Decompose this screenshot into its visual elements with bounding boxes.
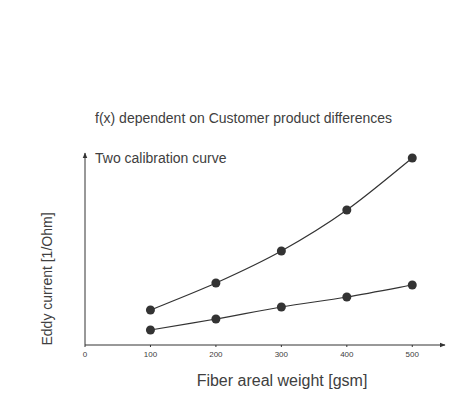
- x-tick-label: 500: [406, 350, 420, 359]
- x-tick: [346, 345, 347, 347]
- x-tick: [85, 345, 86, 347]
- point: [342, 206, 351, 215]
- x-tick-label: 0: [83, 350, 88, 359]
- chart: f(x) dependent on Customer product diffe…: [0, 0, 464, 399]
- subtitle: Two calibration curve: [95, 150, 227, 166]
- y-axis: [85, 153, 86, 345]
- plot-area: [146, 154, 417, 335]
- point: [277, 247, 286, 256]
- y-axis-label: Eddy current [1/Ohm]: [39, 212, 55, 345]
- x-tick: [412, 345, 413, 347]
- point: [146, 306, 155, 315]
- x-tick-label: 200: [209, 350, 223, 359]
- x-tick-label: 400: [340, 350, 354, 359]
- point: [277, 303, 286, 312]
- x-tick: [215, 345, 216, 347]
- point: [408, 281, 417, 290]
- point: [342, 293, 351, 302]
- title: f(x) dependent on Customer product diffe…: [95, 110, 392, 126]
- point: [408, 154, 417, 163]
- x-tick-label: 300: [275, 350, 289, 359]
- x-tick: [281, 345, 282, 347]
- x-axis-label: Fiber areal weight [gsm]: [197, 372, 368, 389]
- point: [211, 315, 220, 324]
- x-tick-label: 100: [144, 350, 158, 359]
- point: [211, 279, 220, 288]
- series-line: [150, 285, 412, 330]
- x-axis: [85, 345, 445, 346]
- series-line: [150, 158, 412, 310]
- point: [146, 326, 155, 335]
- x-tick: [150, 345, 151, 347]
